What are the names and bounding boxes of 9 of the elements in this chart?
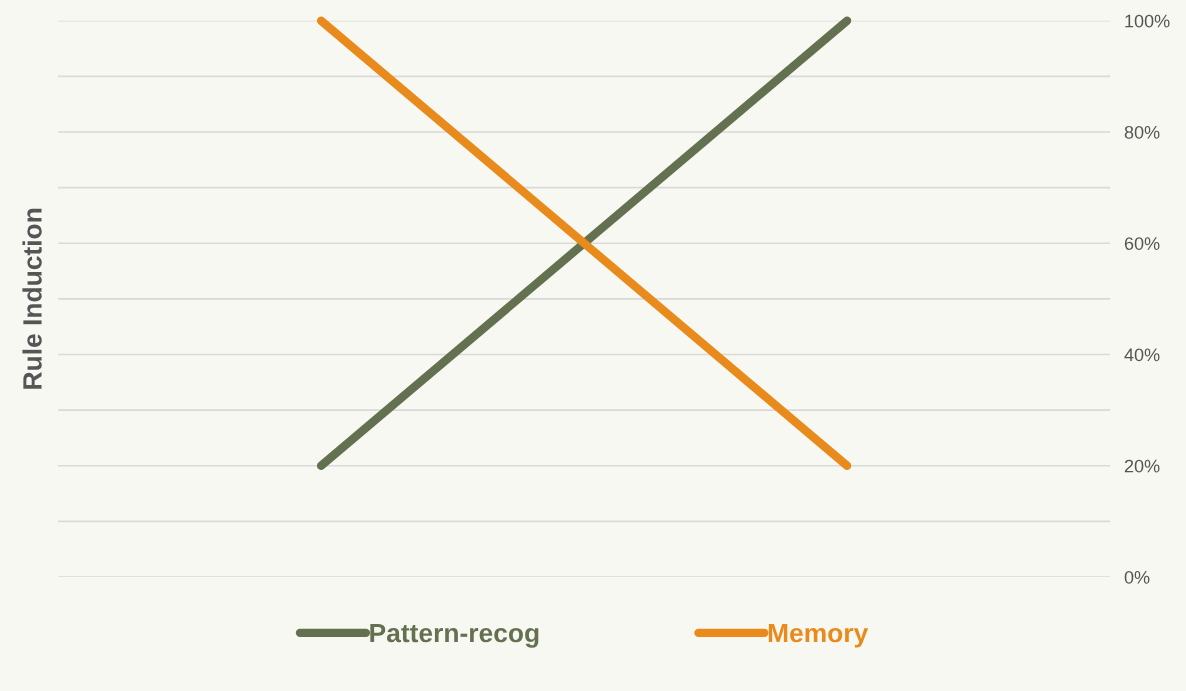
legend-label: Pattern-recog [370,623,539,648]
y-tick-label: 60% [1124,237,1160,250]
y-tick-label: 80% [1124,125,1160,139]
y-tick-label: 100% [1125,14,1170,28]
y-tick-label: 40% [1124,348,1160,362]
y-tick-label: 20% [1124,459,1160,473]
y-axis-title: Rule Induction [22,208,42,389]
legend-label: Memory [768,623,869,648]
y-tick-label: 0% [1124,570,1150,584]
